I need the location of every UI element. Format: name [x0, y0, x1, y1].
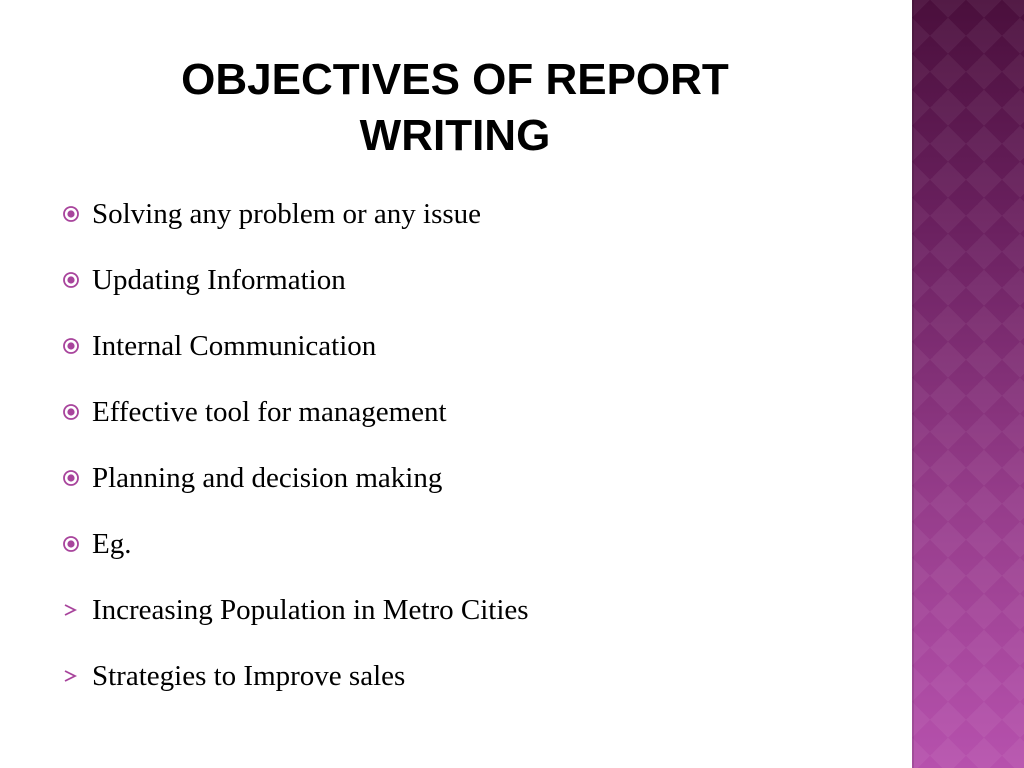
target-bullet-icon	[62, 260, 92, 300]
slide-title: OBJECTIVES OF REPORT WRITING	[60, 52, 850, 164]
bullet-text: Updating Information	[92, 264, 346, 296]
bullet-text: Strategies to Improve sales	[92, 660, 406, 692]
decorative-side-band	[912, 0, 1024, 768]
list-item: Solving any problem or any issue	[62, 194, 902, 260]
side-band-pattern	[912, 0, 1024, 768]
list-item: Effective tool for management	[62, 392, 902, 458]
list-item: Strategies to Improve sales	[62, 656, 902, 722]
bullet-text: Increasing Population in Metro Cities	[92, 594, 529, 626]
side-band-edge	[912, 0, 914, 768]
bullet-text: Effective tool for management	[92, 396, 447, 428]
bullet-text: Solving any problem or any issue	[92, 198, 482, 230]
list-item: Planning and decision making	[62, 458, 902, 524]
target-bullet-icon	[62, 458, 92, 498]
bullet-list: Solving any problem or any issue Updatin…	[62, 194, 902, 722]
arrow-bullet-icon	[62, 656, 92, 696]
slide-title-line-2: WRITING	[359, 111, 551, 160]
list-item: Internal Communication	[62, 326, 902, 392]
list-item: Increasing Population in Metro Cities	[62, 590, 902, 656]
target-bullet-icon	[62, 326, 92, 366]
bullet-text: Internal Communication	[92, 330, 377, 362]
slide-title-line-1: OBJECTIVES OF REPORT	[181, 55, 729, 104]
target-bullet-icon	[62, 524, 92, 564]
target-bullet-icon	[62, 194, 92, 234]
list-item: Eg.	[62, 524, 902, 590]
target-bullet-icon	[62, 392, 92, 432]
arrow-bullet-icon	[62, 590, 92, 630]
bullet-text: Eg.	[92, 528, 132, 560]
bullet-text: Planning and decision making	[92, 462, 443, 494]
list-item: Updating Information	[62, 260, 902, 326]
